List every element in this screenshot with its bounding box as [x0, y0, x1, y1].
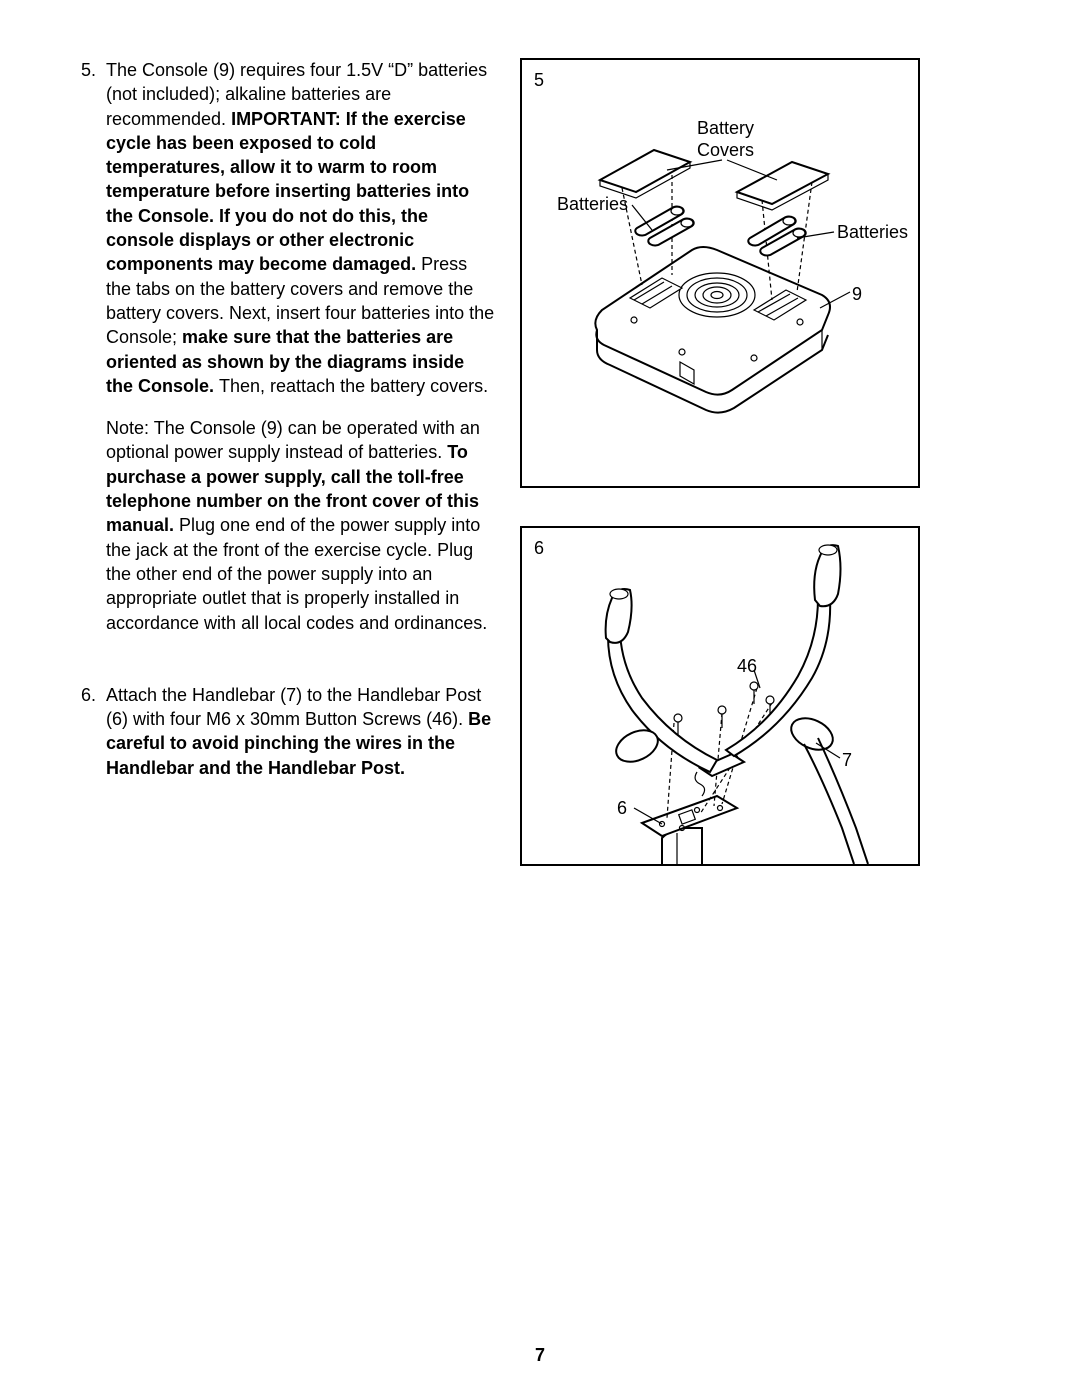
label-nine: 9 — [852, 284, 862, 306]
text-column: 5. The Console (9) requires four 1.5V “D… — [76, 58, 496, 904]
step6-para1: Attach the Handlebar (7) to the Handleba… — [106, 683, 496, 780]
step-body: The Console (9) requires four 1.5V “D” b… — [106, 58, 496, 653]
figure-6-drawing — [522, 528, 918, 864]
step-body: Attach the Handlebar (7) to the Handleba… — [106, 683, 496, 798]
step5-para1: The Console (9) requires four 1.5V “D” b… — [106, 58, 496, 398]
figure-number: 6 — [534, 536, 544, 560]
page-content: 5. The Console (9) requires four 1.5V “D… — [76, 58, 1004, 904]
step-5: 5. The Console (9) requires four 1.5V “D… — [76, 58, 496, 653]
figure-column: 5 BatteryCovers Batteries Batteries 9 — [520, 58, 920, 904]
step-6: 6. Attach the Handlebar (7) to the Handl… — [76, 683, 496, 798]
page-number: 7 — [0, 1343, 1080, 1367]
step-number: 6. — [76, 683, 106, 798]
step-number: 5. — [76, 58, 106, 653]
label-batteries-left: Batteries — [557, 194, 628, 216]
label-battery-covers: BatteryCovers — [697, 118, 754, 161]
label-7: 7 — [842, 750, 852, 772]
label-46: 46 — [737, 656, 757, 678]
step5-para2: Note: The Console (9) can be operated wi… — [106, 416, 496, 635]
figure-6: 6 46 7 6 — [520, 526, 920, 866]
label-batteries-right: Batteries — [837, 222, 908, 244]
label-6: 6 — [617, 798, 627, 820]
figure-number: 5 — [534, 68, 544, 92]
figure-5: 5 BatteryCovers Batteries Batteries 9 — [520, 58, 920, 488]
